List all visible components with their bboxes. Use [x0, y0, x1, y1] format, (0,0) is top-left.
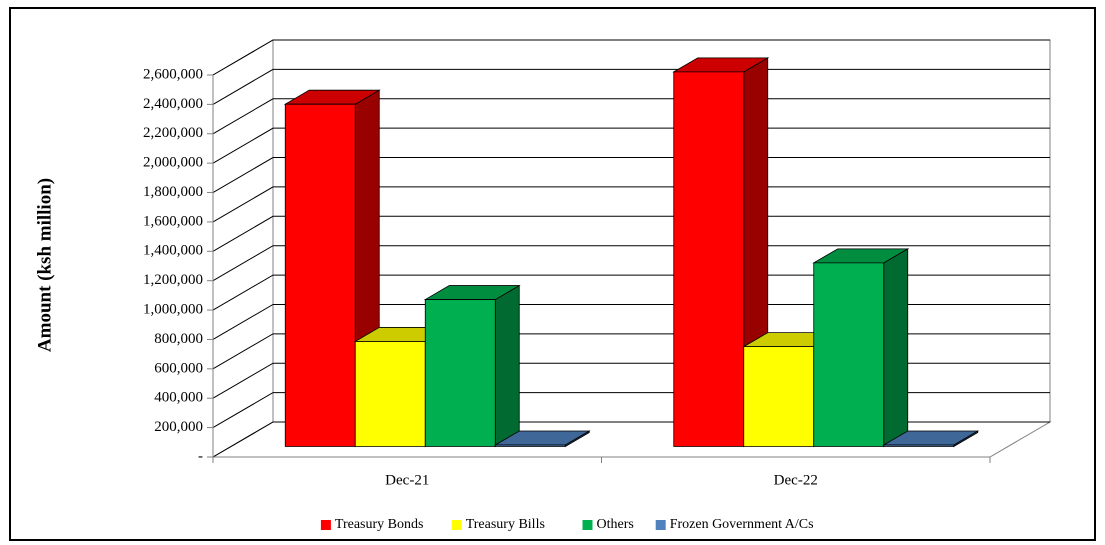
y-tick-label: 1,000,000: [143, 302, 203, 318]
y-tick-label: 2,000,000: [143, 155, 203, 171]
y-tick-label: 1,200,000: [143, 272, 203, 288]
grid-line: [212, 274, 1050, 311]
bar: [812, 248, 910, 448]
y-tick-label: 600,000: [154, 360, 203, 376]
y-axis-label: Amount (ksh million): [34, 178, 55, 352]
grid-line: [212, 98, 1050, 135]
y-tick-label: 400,000: [154, 390, 203, 406]
bar-front: [743, 346, 815, 447]
grid-line: [212, 39, 1050, 76]
bar-front: [813, 262, 885, 447]
grid-line: [212, 186, 1050, 223]
x-tick-label: Dec-22: [774, 472, 818, 488]
legend-label: Treasury Bills: [466, 517, 545, 532]
grid-line: [212, 127, 1050, 164]
y-tick-label: 2,200,000: [143, 125, 203, 141]
y-tick-label: 1,600,000: [143, 213, 203, 229]
bar: [423, 284, 521, 448]
grid-line: [212, 215, 1050, 252]
bar-side: [883, 248, 909, 448]
y-tick-label: 1,800,000: [143, 184, 203, 200]
y-tick-label: 800,000: [154, 331, 203, 347]
bar-front: [494, 444, 566, 447]
y-tick-label: 2,600,000: [143, 66, 203, 82]
legend-swatch: [655, 520, 666, 530]
legend-label: Others: [597, 517, 634, 532]
bar-front: [284, 103, 356, 447]
bar-front: [354, 341, 426, 447]
legend: Treasury Bonds Treasury Bills Others Frozen…: [320, 517, 814, 532]
legend-swatch: [320, 520, 331, 530]
y-tick-label: 200,000: [154, 419, 203, 435]
legend-swatch: [582, 520, 593, 530]
grid-line: [212, 68, 1050, 105]
legend-label: Treasury Bonds: [335, 517, 424, 532]
grid-line: [212, 303, 1050, 340]
bar: [882, 430, 980, 448]
grid-line: [212, 245, 1050, 282]
legend-label: Frozen Government A/Cs: [670, 517, 814, 532]
bar: [493, 430, 591, 448]
y-tick-label: 2,400,000: [143, 96, 203, 112]
bar-front: [883, 444, 955, 447]
y-tick-label: 1,400,000: [143, 243, 203, 259]
bars: [283, 57, 980, 448]
bar-front: [424, 299, 496, 447]
y-tick-label: -: [198, 448, 203, 464]
grid: - 200,000 400,000 600,000 800,000 1,000,000 1,…: [143, 39, 1052, 488]
x-tick-label: Dec-21: [385, 472, 429, 488]
chart-border: [9, 7, 1096, 541]
grid-line: [212, 157, 1050, 193]
legend-swatch: [451, 520, 462, 530]
bar-front: [673, 71, 745, 447]
bar-side: [494, 284, 520, 448]
